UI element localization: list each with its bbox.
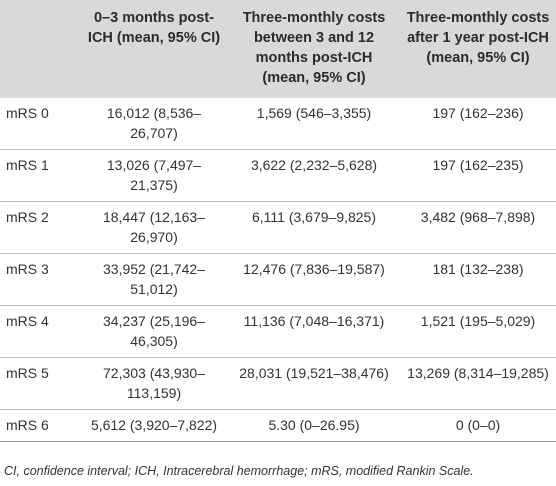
table-cell: 3,622 (2,232–5,628) — [250, 157, 378, 173]
table-cell: 34,237 (25,196–46,305) — [103, 313, 205, 349]
row-label: mRS 3 — [6, 261, 49, 277]
table-cell: 28,031 (19,521–38,476) — [239, 365, 389, 381]
table-cell: 6,111 (3,679–9,825) — [251, 209, 377, 225]
table-footnote: CI, confidence interval; ICH, Intracereb… — [4, 464, 474, 478]
table-cell: 11,136 (7,048–16,371) — [243, 313, 385, 329]
table-cell: 12,476 (7,836–19,587) — [243, 261, 385, 277]
table-cell: 16,012 (8,536–26,707) — [106, 105, 202, 141]
row-label: mRS 5 — [6, 365, 49, 381]
table-cell: 1,521 (195–5,029) — [420, 313, 536, 329]
row-label: mRS 6 — [6, 417, 49, 433]
table-cell: 181 (132–238) — [432, 261, 524, 277]
row-label: mRS 0 — [6, 105, 49, 121]
table-body: mRS 0 16,012 (8,536–26,707) 1,569 (546–3… — [0, 98, 556, 442]
header-cell-0-3-months: 0–3 months post-ICH (mean, 95% CI) — [87, 10, 221, 46]
table-row: mRS 6 5,612 (3,920–7,822) 5.30 (0–26.95)… — [0, 410, 556, 442]
table-row: mRS 5 72,303 (43,930–113,159) 28,031 (19… — [0, 358, 556, 410]
table-row: mRS 0 16,012 (8,536–26,707) 1,569 (546–3… — [0, 98, 556, 150]
table-cell: 72,303 (43,930–113,159) — [103, 365, 205, 401]
table-header: 0–3 months post-ICH (mean, 95% CI) Three… — [0, 0, 556, 98]
row-label: mRS 4 — [6, 313, 49, 329]
table-cell: 13,026 (7,497–21,375) — [106, 157, 202, 193]
table-cell: 197 (162–235) — [432, 157, 524, 173]
header-cell-after-1-year: Three-monthly costs after 1 year post-IC… — [406, 10, 550, 66]
header-cell-empty — [0, 0, 80, 98]
table-row: mRS 4 34,237 (25,196–46,305) 11,136 (7,0… — [0, 306, 556, 358]
table-row: mRS 2 18,447 (12,163–26,970) 6,111 (3,67… — [0, 202, 556, 254]
table-cell: 0 (0–0) — [455, 417, 501, 433]
header-cell-3-12-months: Three-monthly costs between 3 and 12 mon… — [242, 10, 386, 86]
table-row: mRS 1 13,026 (7,497–21,375) 3,622 (2,232… — [0, 150, 556, 202]
cost-table-container: 0–3 months post-ICH (mean, 95% CI) Three… — [0, 0, 556, 442]
table-cell: 1,569 (546–3,355) — [256, 105, 372, 121]
header-row: 0–3 months post-ICH (mean, 95% CI) Three… — [0, 0, 556, 98]
table-cell: 3,482 (968–7,898) — [420, 209, 536, 225]
table-row: mRS 3 33,952 (21,742–51,012) 12,476 (7,8… — [0, 254, 556, 306]
table-cell: 5.30 (0–26.95) — [268, 417, 360, 433]
table-cell: 33,952 (21,742–51,012) — [103, 261, 205, 297]
cost-table: 0–3 months post-ICH (mean, 95% CI) Three… — [0, 0, 556, 442]
table-cell: 18,447 (12,163–26,970) — [103, 209, 205, 245]
table-cell: 197 (162–236) — [432, 105, 524, 121]
row-label: mRS 1 — [6, 157, 49, 173]
table-cell: 13,269 (8,314–19,285) — [407, 365, 549, 381]
row-label: mRS 2 — [6, 209, 49, 225]
table-cell: 5,612 (3,920–7,822) — [90, 417, 218, 433]
